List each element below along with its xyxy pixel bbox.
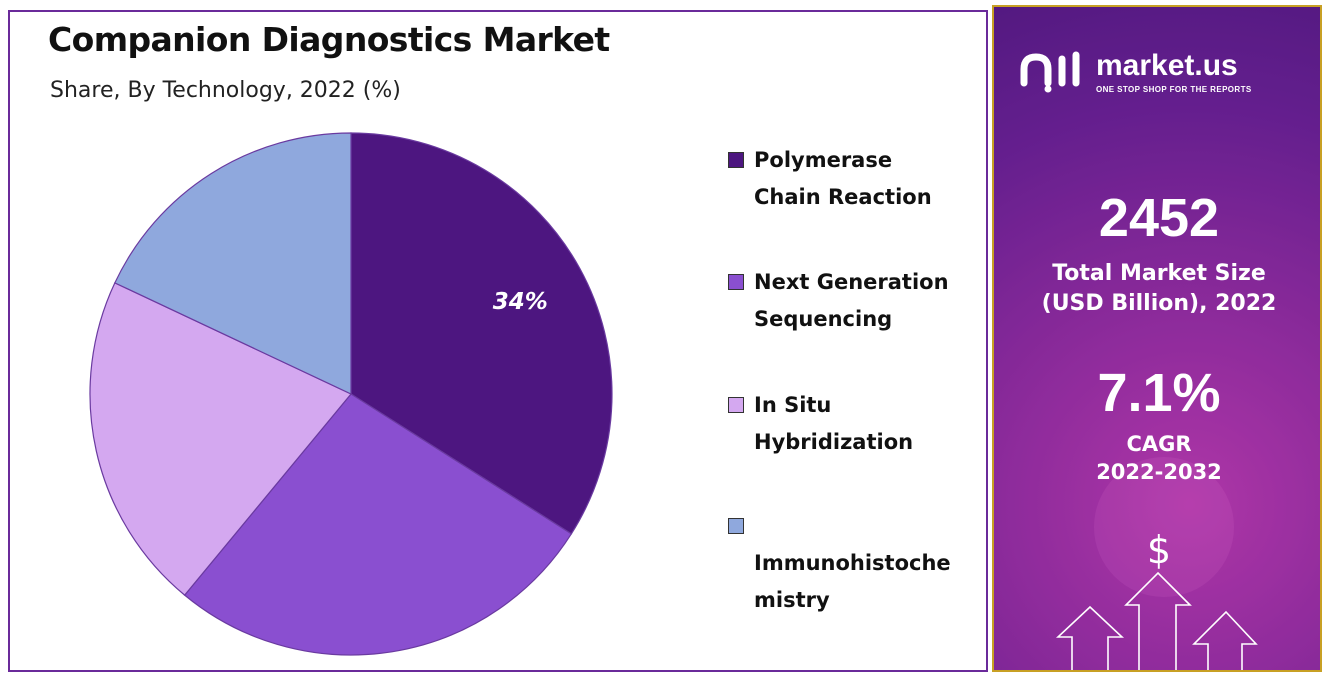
legend-label-ish: In Situ Hybridization (754, 393, 914, 454)
legend-label-pcr: Polymerase Chain Reaction (754, 148, 932, 209)
chart-title: Companion Diagnostics Market (48, 20, 610, 59)
market-us-logo-icon (1020, 51, 1080, 93)
legend-swatch-ngs (728, 274, 744, 290)
pie-slice-ngs (183, 393, 573, 656)
cagr-value: 7.1% (1097, 363, 1221, 423)
pie-chart: 34% (89, 132, 613, 656)
chart-frame (8, 10, 988, 672)
cagr-label: CAGR (1126, 432, 1192, 456)
market-size-value: 2452 (1098, 188, 1220, 248)
market-size-label-line1: Total Market Size (1052, 261, 1266, 286)
data-label-pcr: 34% (493, 289, 548, 315)
pie-slice-pcr (350, 132, 613, 535)
legend-swatch-ish (728, 397, 744, 413)
legend-swatch-ihc (728, 518, 744, 534)
brand-name: market.us (1096, 49, 1238, 82)
chart-subtitle: Share, By Technology, 2022 (%) (50, 78, 401, 103)
info-panel: $ market.us ONE STOP SHOP FOR THE REPORT… (992, 5, 1322, 672)
panel-decoration: $ (994, 7, 1320, 670)
up-arrow-icon (1055, 571, 1258, 670)
legend-label-ihc: Immunohistoche mistry (754, 551, 951, 612)
svg-text:$: $ (1147, 528, 1171, 572)
pie-slice-ish (89, 282, 352, 596)
market-size-label-line2: (USD Billion), 2022 (1041, 291, 1277, 316)
dollar-sign-icon: $ (1147, 528, 1171, 572)
legend-swatch-pcr (728, 152, 744, 168)
brand-tagline: ONE STOP SHOP FOR THE REPORTS (1096, 85, 1252, 94)
cagr-period: 2022-2032 (1096, 460, 1222, 484)
pie-slice-ihc (114, 132, 352, 395)
brand-logo: market.us ONE STOP SHOP FOR THE REPORTS (1018, 49, 1298, 99)
legend-label-ngs: Next Generation Sequencing (754, 270, 949, 331)
